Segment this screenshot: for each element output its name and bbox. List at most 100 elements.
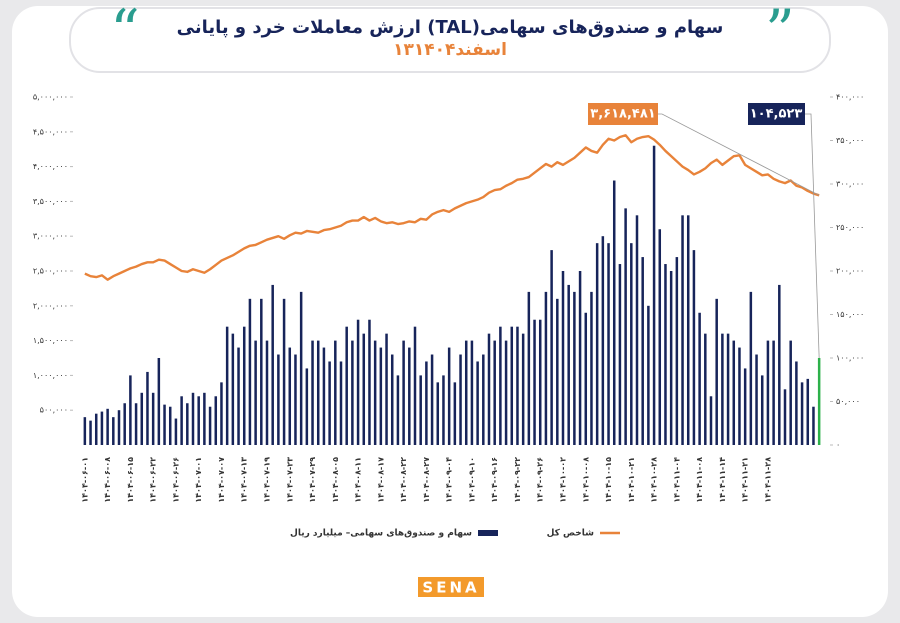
bar [328,361,331,445]
bar [83,417,87,445]
bar [601,236,605,445]
x-tick-label: ۱۴۰۴-۰۹-۲۲ [513,457,522,503]
bar [686,215,690,445]
callout-label: ۳,۶۱۸,۴۸۱ [590,107,655,122]
bar [760,375,764,445]
y2-tick-label: ۱۵۰,۰۰۰ [836,310,864,319]
bar [550,250,553,445]
bar [749,291,753,445]
bar [664,264,667,445]
bar [322,347,326,445]
logo: SENA [422,579,479,597]
bar [442,375,445,445]
y2-tick-label: ۲۵۰,۰۰۰ [836,223,864,232]
x-tick-label: ۱۴۰۴-۰۸-۱۷ [376,457,385,503]
bar [772,340,775,445]
x-tick-label: ۱۴۰۴-۰۶-۲۶ [171,457,180,503]
bar [783,389,787,445]
bar [812,406,815,445]
bar [521,333,525,445]
bar [618,264,622,445]
legend-label: سهام و صندوق‌های سهامی– میلیارد ریال [290,529,472,539]
bar [385,333,388,445]
quote-left: “ [110,0,140,65]
callout-line [658,113,820,196]
bar [242,326,246,445]
card [12,6,888,617]
bar [294,354,297,445]
bar [590,291,593,445]
bar [436,382,440,445]
x-tick-label: ۱۴۰۴-۰۶-۰۸ [103,457,112,503]
bar [789,340,792,445]
bar [413,326,417,445]
bar [225,326,229,445]
bar [140,392,144,445]
title-box [69,7,831,73]
bar [669,271,673,445]
bar [265,340,269,445]
bar [157,358,161,445]
bar [425,361,428,445]
x-tick-label: ۱۴۰۴-۰۹-۱۶ [490,457,499,503]
x-tick-label: ۱۴۰۴-۱۱-۱۴ [718,457,727,503]
bar [630,243,633,445]
bar [641,257,644,445]
bar [652,145,656,445]
x-tick-label: ۱۴۰۴-۰۶-۰۱ [80,457,89,503]
bar [533,319,536,445]
x-tick-label: ۱۴۰۴-۰۸-۲۲ [399,457,408,503]
x-tick-label: ۱۴۰۴-۱۰-۰۸ [581,457,590,503]
x-tick-label: ۱۴۰۴-۱۱-۰۴ [672,457,681,503]
bar [556,298,559,445]
x-tick-label: ۱۴۰۴-۱۱-۲۸ [763,457,772,503]
bar [447,347,451,445]
bar [470,340,474,445]
plot: ۵۰۰,۰۰۰ ۱,۰۰۰,۰۰۰ ۱,۵۰۰,۰۰۰ ۲,۰۰۰,۰۰۰ ۲,۵۰۰,… [33,93,865,539]
bar [237,347,240,445]
bar [299,291,303,445]
y2-tick-label: ۱۰۰,۰۰۰ [836,354,864,363]
bar [151,392,155,445]
bar [527,291,531,445]
bar [795,361,798,445]
y-tick-label: ۳,۰۰۰,۰۰۰ [33,232,68,241]
index-line [84,134,820,281]
x-tick-label: ۱۴۰۴-۱۱-۰۸ [695,457,704,503]
bar [345,326,348,445]
bar [316,340,320,445]
bar [271,284,274,445]
bar [254,340,257,445]
bar [129,375,132,445]
bar [544,291,548,445]
y2-tick-label: ۰ [836,441,840,450]
bar [339,361,343,445]
bar [373,340,377,445]
bar [709,396,713,445]
logo-box [418,577,484,597]
bar [482,354,485,445]
bar [288,347,292,445]
bar [567,284,570,445]
y-tick-label: ۳,۵۰۰,۰۰۰ [33,197,68,206]
y2-tick-label: ۲۰۰,۰۰۰ [836,267,864,276]
bar [231,333,235,445]
bar [692,250,696,445]
bar [635,215,639,445]
bar [766,340,770,445]
bar [197,396,200,445]
bar [248,298,252,445]
bar [738,347,741,445]
bar [578,271,582,445]
bar [755,354,758,445]
bar [168,406,172,445]
bar [106,408,109,445]
bar [459,354,462,445]
x-tick-label: ۱۴۰۴-۰۸-۱۱ [354,457,363,503]
bar [408,347,411,445]
bar [134,403,138,445]
bar [379,347,383,445]
y-tick-label: ۱,۰۰۰,۰۰۰ [33,371,68,380]
bar [186,403,189,445]
bar [419,375,422,445]
